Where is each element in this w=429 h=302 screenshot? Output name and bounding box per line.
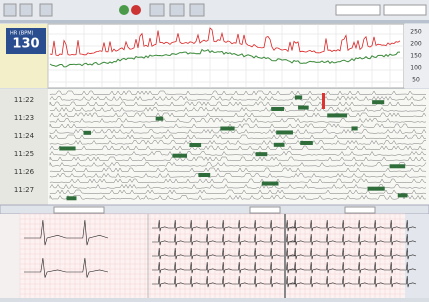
button[interactable]: [170, 4, 184, 16]
event-block: [156, 117, 164, 121]
trend-chart: [48, 24, 404, 88]
button[interactable]: [150, 4, 164, 16]
event-block: [67, 196, 77, 200]
time-label: 11:22: [14, 96, 34, 104]
event-block: [298, 106, 309, 110]
event-block: [322, 93, 325, 109]
button[interactable]: [131, 5, 141, 15]
hr-value: 130: [12, 37, 39, 52]
time-label: 11:24: [14, 132, 35, 140]
event-block: [368, 187, 385, 191]
button[interactable]: [4, 4, 16, 16]
scale-label: 100: [410, 65, 422, 72]
event-block: [256, 152, 268, 156]
event-block: [271, 107, 284, 111]
holter-window: HR (BPM) 130 25020015010050 11:2211:2311…: [0, 0, 429, 298]
time-label: 11:27: [14, 186, 34, 194]
event-block: [276, 130, 293, 134]
dropdown[interactable]: [336, 5, 380, 15]
button[interactable]: [119, 5, 129, 15]
field[interactable]: [250, 207, 280, 213]
time-label: 11:25: [14, 150, 34, 158]
scale-label: 250: [410, 29, 422, 36]
button[interactable]: [40, 4, 52, 16]
event-block: [295, 95, 302, 99]
event-block: [351, 126, 357, 130]
scale-label: 50: [412, 77, 420, 84]
tab-strip: [0, 20, 429, 23]
time-label: 11:23: [14, 114, 34, 122]
event-block: [262, 182, 279, 186]
event-block: [220, 127, 234, 131]
event-block: [274, 143, 285, 147]
event-block: [172, 154, 187, 158]
field[interactable]: [54, 207, 104, 213]
button[interactable]: [190, 4, 204, 16]
event-block: [189, 143, 201, 147]
scale-label: 200: [410, 41, 422, 48]
button[interactable]: [20, 4, 32, 16]
event-block: [300, 141, 313, 145]
time-label: 11:26: [14, 168, 35, 176]
event-block: [327, 113, 347, 117]
event-block: [59, 146, 75, 150]
event-block: [390, 164, 406, 168]
event-block: [372, 100, 384, 104]
field[interactable]: [345, 207, 375, 213]
event-block: [83, 131, 91, 135]
dropdown[interactable]: [384, 5, 426, 15]
scale-label: 150: [410, 53, 422, 60]
event-block: [398, 193, 408, 197]
strip-labels: [0, 214, 20, 298]
event-block: [198, 173, 210, 177]
